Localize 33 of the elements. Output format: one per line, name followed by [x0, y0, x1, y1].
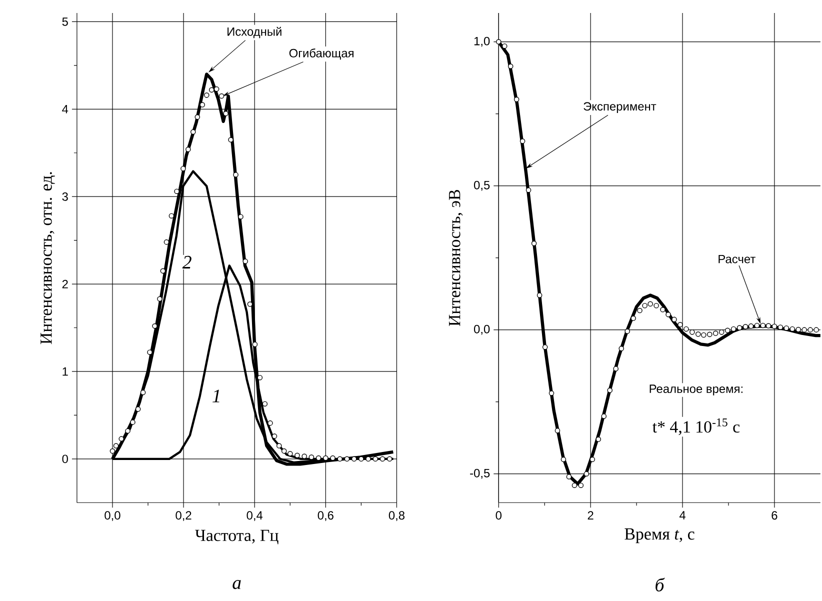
y-tick-label: 1,0: [474, 37, 490, 47]
x-tick-label: 0,2: [176, 511, 192, 522]
y-tick-label: 0,5: [474, 181, 490, 191]
annotation: t* 4,1 10$^{-15}$ с: [652, 418, 740, 436]
x-axis-title: Время t, с: [624, 528, 694, 544]
y-tick-label: 0: [62, 454, 68, 464]
annotation: 2: [182, 256, 192, 269]
y-tick-label: 1: [62, 368, 68, 376]
x-tick-label: 6: [772, 511, 778, 520]
y-axis-title: Интенсивность, отн. ед.: [40, 172, 55, 344]
x-tick-label: 0,6: [318, 511, 334, 522]
y-tick-label: -0,5: [470, 469, 490, 479]
x-axis-title: Частота, Гц: [195, 530, 278, 544]
x-tick-label: 0,0: [104, 511, 120, 522]
y-axis-title: Интенсивность, эВ: [449, 190, 463, 326]
y-tick-label: 3: [62, 192, 68, 202]
annotation: 1: [212, 390, 220, 402]
x-tick-label: 0,4: [246, 511, 263, 522]
annotation: Эксперимент: [584, 102, 656, 114]
annotation: Огибающая: [289, 48, 354, 60]
text: а: [232, 580, 241, 590]
y-tick-label: 5: [62, 18, 68, 26]
x-tick-label: 0,8: [388, 511, 404, 522]
x-tick-label: 0: [496, 511, 502, 520]
y-tick-label: 4: [62, 105, 68, 114]
x-tick-label: 4: [679, 511, 686, 520]
annotation: Реальное время:: [650, 384, 742, 396]
annotation: Расчет: [718, 255, 756, 264]
annotation: Исходный: [228, 27, 282, 38]
y-tick-label: 2: [62, 280, 68, 288]
y-tick-label: 0,0: [474, 325, 490, 335]
x-tick-label: 2: [588, 511, 594, 520]
text: б: [656, 578, 665, 592]
